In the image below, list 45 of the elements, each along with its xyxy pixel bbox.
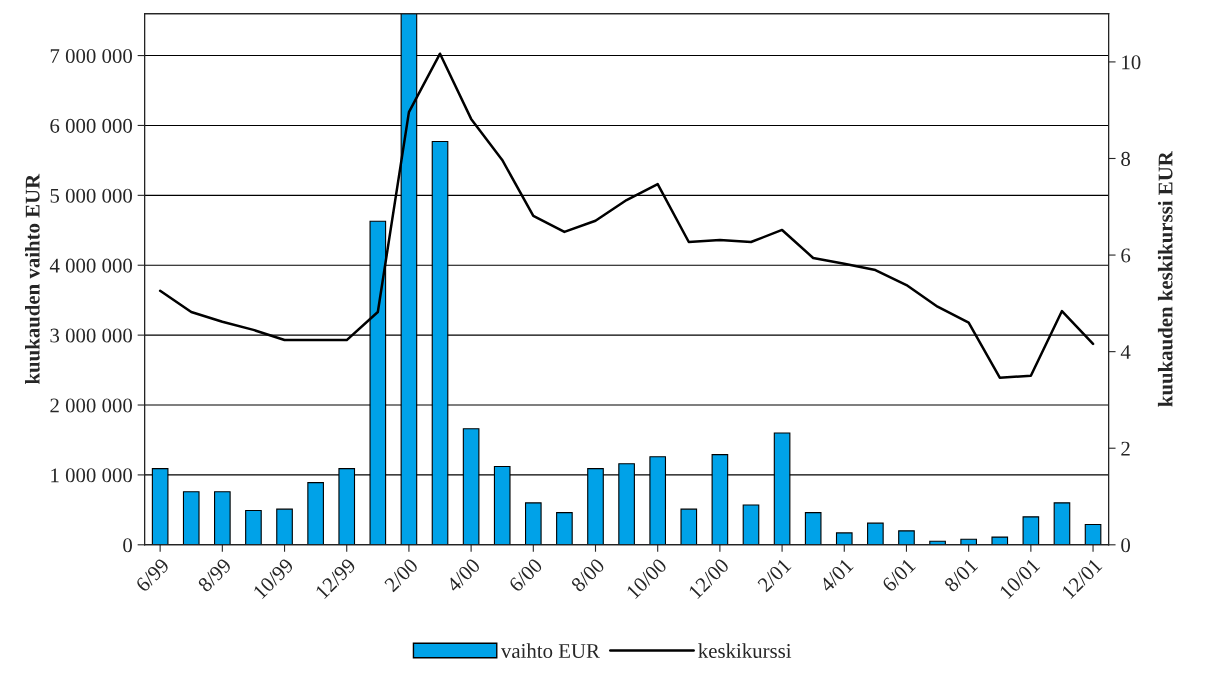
y2-tick-label: 2 <box>1121 441 1130 456</box>
y-tick-label: 2 000 000 <box>50 398 132 413</box>
bar <box>214 491 231 545</box>
bar <box>182 491 200 545</box>
bar <box>742 504 760 545</box>
bar <box>245 509 262 545</box>
x-tick-label: 6/00 <box>508 557 544 593</box>
y2-axis-title: kuukauden keskikurssi EUR <box>1157 151 1173 407</box>
legend-label: keskikurssi <box>698 643 792 659</box>
x-tick-label: 8/00 <box>570 557 606 593</box>
y-tick-label: 3 000 000 <box>50 328 132 343</box>
y-tick-label: 4 000 000 <box>49 258 132 273</box>
y-axis-title: kuukauden vaihto EUR <box>25 173 40 385</box>
bar <box>1022 516 1040 545</box>
bar <box>307 482 324 545</box>
x-tick-label: 2/01 <box>756 557 792 593</box>
legend-label: vaihto EUR <box>500 643 600 659</box>
x-tick-label: 4/01 <box>818 557 854 593</box>
y2-tick-label: 4 <box>1120 345 1131 359</box>
bar <box>276 508 293 545</box>
x-tick-label: 8/99 <box>197 557 233 593</box>
y-tick-label: 7 000 000 <box>50 48 132 63</box>
bar <box>556 512 573 545</box>
bar <box>898 530 915 545</box>
bar <box>867 522 884 545</box>
bar <box>680 508 698 545</box>
y2-tick-label: 10 <box>1122 55 1141 70</box>
bar <box>524 502 542 545</box>
y2-tick-label: 0 <box>1121 538 1131 553</box>
y-tick-label: 6 000 000 <box>50 118 132 133</box>
x-tick-label: 6/99 <box>135 557 170 593</box>
bar <box>1084 523 1102 545</box>
x-tick-label: 4/00 <box>445 557 481 593</box>
y2-tick-label: 6 <box>1121 248 1131 263</box>
bar <box>835 532 853 545</box>
x-tick-label: 6/01 <box>881 557 916 593</box>
y-tick-label: 1 000 000 <box>51 468 132 483</box>
y-tick-label: 0 <box>123 538 132 553</box>
bar <box>1053 502 1071 545</box>
bar <box>991 536 1009 545</box>
y-tick-label: 5 000 000 <box>50 188 132 203</box>
bar <box>804 512 822 545</box>
x-tick-label: 2/00 <box>383 557 419 593</box>
x-tick-label: 8/01 <box>943 557 979 593</box>
y2-tick-label: 8 <box>1121 151 1131 166</box>
